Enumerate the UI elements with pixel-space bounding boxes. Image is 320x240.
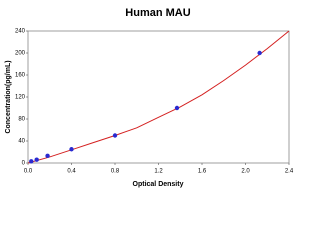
x-tick-label: 0.0: [24, 169, 33, 175]
y-tick-label: 200: [15, 51, 26, 57]
y-tick-label: 80: [18, 117, 25, 123]
page: {"chart_data": {"type": "scatter", "titl…: [4, 6, 294, 188]
x-tick-label: 0.8: [111, 169, 120, 175]
data-point: [29, 159, 34, 164]
x-tick-label: 1.6: [198, 169, 207, 175]
data-point: [112, 133, 118, 138]
chart: Human MAU Optical Density Concentration(…: [5, 7, 294, 188]
y-tick-label: 40: [18, 139, 25, 145]
x-tick-label: 1.2: [154, 169, 163, 175]
y-tick-label: 240: [15, 29, 26, 35]
plot-area: [27, 30, 290, 164]
x-axis-label: Optical Density: [133, 181, 184, 188]
data-point: [69, 147, 74, 152]
data-point: [174, 105, 180, 111]
y-tick-label: 160: [15, 73, 26, 79]
y-tick-label: 0: [22, 161, 26, 167]
x-tick-label: 2.4: [285, 169, 294, 175]
x-tick-label: 2.0: [241, 169, 250, 175]
data-point: [257, 50, 262, 56]
data-point: [45, 153, 50, 159]
chart-title: Human MAU: [125, 7, 190, 19]
y-axis-label: Concentration(pg/mL): [5, 60, 12, 133]
data-point: [34, 157, 39, 162]
y-tick-label: 120: [15, 95, 26, 101]
x-tick-label: 0.4: [67, 169, 76, 175]
